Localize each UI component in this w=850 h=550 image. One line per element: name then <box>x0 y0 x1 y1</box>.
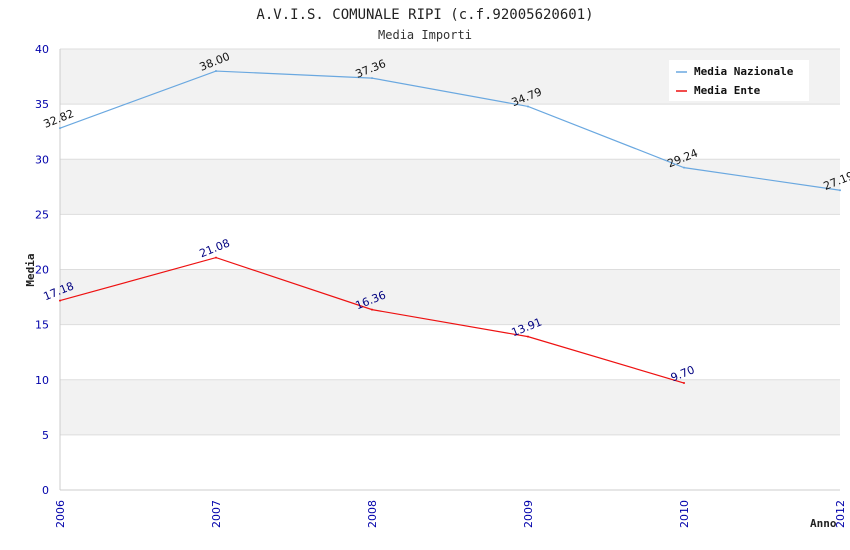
legend-label-media-ente: Media Ente <box>694 84 761 97</box>
y-tick-label: 5 <box>42 429 49 442</box>
plot-band <box>60 379 840 435</box>
data-point <box>839 189 841 192</box>
x-tick-label: 2009 <box>522 500 535 528</box>
x-tick-labels: 2006 2007 2008 2009 2010 2012 <box>54 500 847 528</box>
data-point <box>215 256 217 259</box>
plot-band <box>60 269 840 325</box>
data-point <box>215 70 217 73</box>
y-tick-labels: 0 5 10 15 20 25 30 35 40 <box>35 43 49 497</box>
y-tick-label: 0 <box>42 484 49 497</box>
data-point <box>371 308 373 311</box>
data-point <box>683 166 685 169</box>
x-tick-label: 2010 <box>678 500 691 528</box>
axes <box>59 49 840 491</box>
y-tick-label: 25 <box>35 208 49 221</box>
legend-label-media-nazionale: Media Nazionale <box>694 65 794 78</box>
legend-box <box>669 60 809 101</box>
x-axis-title: Anno <box>810 517 837 530</box>
plot-band <box>60 104 840 160</box>
legend: Media Nazionale Media Ente <box>669 60 809 101</box>
x-tick-label: 2008 <box>366 500 379 528</box>
x-tick-label: 2006 <box>54 500 67 528</box>
x-tick-label: 2012 <box>834 500 847 528</box>
y-axis-title: Media <box>24 253 37 286</box>
series-line-media-nazionale <box>59 70 841 191</box>
plot-band <box>60 324 840 380</box>
chart-title: A.V.I.S. COMUNALE RIPI (c.f.92005620601) <box>256 7 593 23</box>
data-point <box>527 105 529 108</box>
data-point <box>371 77 373 80</box>
data-point <box>683 382 685 385</box>
data-point <box>59 299 61 302</box>
y-tick-label: 20 <box>35 264 49 277</box>
plot-band <box>60 159 840 215</box>
y-tick-label: 30 <box>35 153 49 166</box>
y-tick-label: 15 <box>35 319 49 332</box>
chart-subtitle: Media Importi <box>378 28 472 42</box>
plot-background-bands <box>60 49 840 490</box>
series <box>59 70 841 385</box>
x-tick-label: 2007 <box>210 500 223 528</box>
plot-band <box>60 214 840 270</box>
data-point <box>59 127 61 130</box>
data-point <box>527 335 529 338</box>
y-tick-label: 35 <box>35 98 49 111</box>
y-tick-label: 10 <box>35 374 49 387</box>
y-tick-label: 40 <box>35 43 49 56</box>
plot-band <box>60 434 840 490</box>
